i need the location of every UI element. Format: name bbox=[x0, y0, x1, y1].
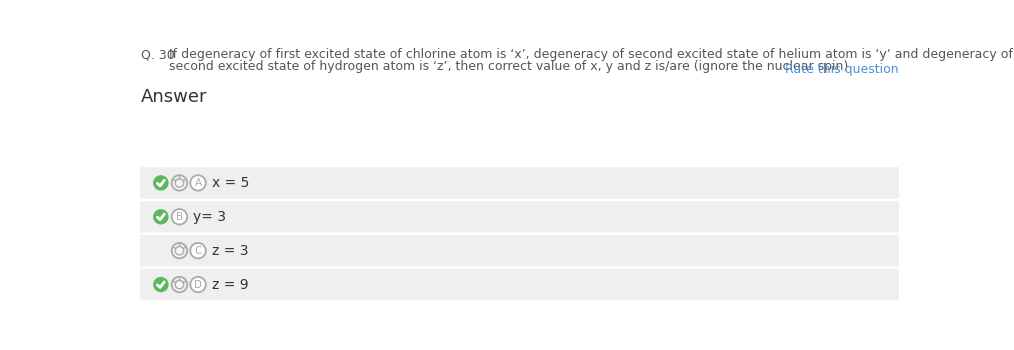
Text: z = 9: z = 9 bbox=[212, 278, 248, 292]
FancyBboxPatch shape bbox=[140, 201, 899, 233]
Text: B: B bbox=[175, 212, 183, 222]
FancyBboxPatch shape bbox=[140, 269, 899, 300]
Text: x = 5: x = 5 bbox=[212, 176, 249, 190]
Circle shape bbox=[171, 277, 188, 292]
Text: A: A bbox=[195, 178, 202, 188]
Circle shape bbox=[191, 175, 206, 191]
Circle shape bbox=[191, 243, 206, 258]
Text: z = 3: z = 3 bbox=[212, 244, 248, 258]
Text: Answer: Answer bbox=[141, 88, 207, 106]
Circle shape bbox=[153, 277, 168, 292]
Circle shape bbox=[171, 243, 188, 258]
Text: second excited state of hydrogen atom is ‘z’, then correct value of x, y and z i: second excited state of hydrogen atom is… bbox=[169, 61, 849, 74]
Circle shape bbox=[171, 209, 188, 224]
Circle shape bbox=[153, 209, 168, 224]
Text: Rate this question: Rate this question bbox=[785, 63, 898, 76]
Text: D: D bbox=[194, 280, 202, 289]
Text: If degeneracy of first excited state of chlorine atom is ‘x’, degeneracy of seco: If degeneracy of first excited state of … bbox=[169, 48, 1013, 61]
FancyBboxPatch shape bbox=[140, 167, 899, 199]
Circle shape bbox=[191, 277, 206, 292]
FancyBboxPatch shape bbox=[140, 235, 899, 266]
Circle shape bbox=[171, 175, 188, 191]
Circle shape bbox=[153, 175, 168, 191]
Text: Q. 30: Q. 30 bbox=[141, 48, 174, 61]
Text: y= 3: y= 3 bbox=[194, 210, 226, 224]
Text: C: C bbox=[195, 246, 202, 256]
